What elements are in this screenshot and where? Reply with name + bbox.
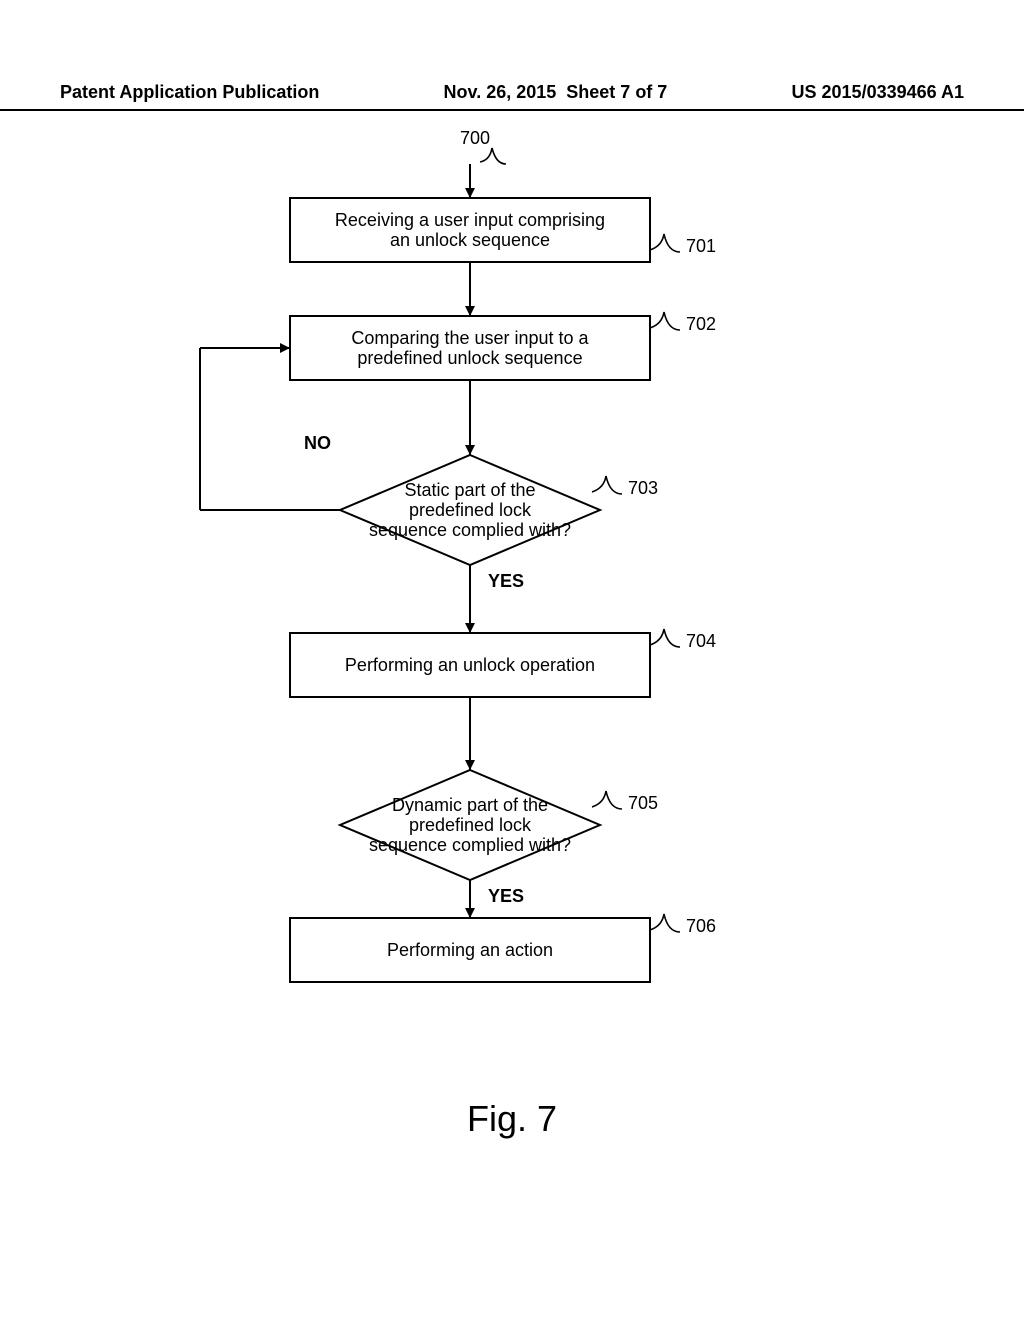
label-no-703: NO [304,433,331,453]
ref-702: 702 [686,314,716,334]
node-702-text: predefined unlock sequence [357,348,582,368]
ref-705: 705 [628,793,658,813]
node-704-text: Performing an unlock operation [345,655,595,675]
ref-703: 703 [628,478,658,498]
header-center: Nov. 26, 2015 Sheet 7 of 7 [444,82,668,103]
ref-706: 706 [686,916,716,936]
ref-704: 704 [686,631,716,651]
ref-705-leader [592,791,622,809]
label-yes-705: YES [488,886,524,906]
flowchart-container: 700 Receiving a user input comprisingan u… [0,120,1024,1075]
ref-706-leader [650,914,680,932]
node-705-text: Dynamic part of the [392,795,548,815]
node-703-text: predefined lock [409,500,532,520]
page-header: Patent Application Publication Nov. 26, … [0,82,1024,111]
page: Patent Application Publication Nov. 26, … [0,0,1024,1320]
entry-leader [480,148,506,164]
ref-703-leader [592,476,622,494]
ref-701-leader [650,234,680,252]
node-706-text: Performing an action [387,940,553,960]
flowchart-svg: 700 Receiving a user input comprisingan u… [0,120,1024,1070]
node-703-text: Static part of the [404,480,535,500]
node-701-text: Receiving a user input comprising [335,210,605,230]
node-705-text: predefined lock [409,815,532,835]
ref-701: 701 [686,236,716,256]
ref-704-leader [650,629,680,647]
entry-label: 700 [460,128,490,148]
figure-caption: Fig. 7 [0,1098,1024,1140]
header-left: Patent Application Publication [60,82,319,103]
header-right: US 2015/0339466 A1 [792,82,964,103]
node-705-text: sequence complied with? [369,835,571,855]
label-yes-703: YES [488,571,524,591]
node-702-text: Comparing the user input to a [351,328,589,348]
node-703-text: sequence complied with? [369,520,571,540]
node-701-text: an unlock sequence [390,230,550,250]
ref-702-leader [650,312,680,330]
